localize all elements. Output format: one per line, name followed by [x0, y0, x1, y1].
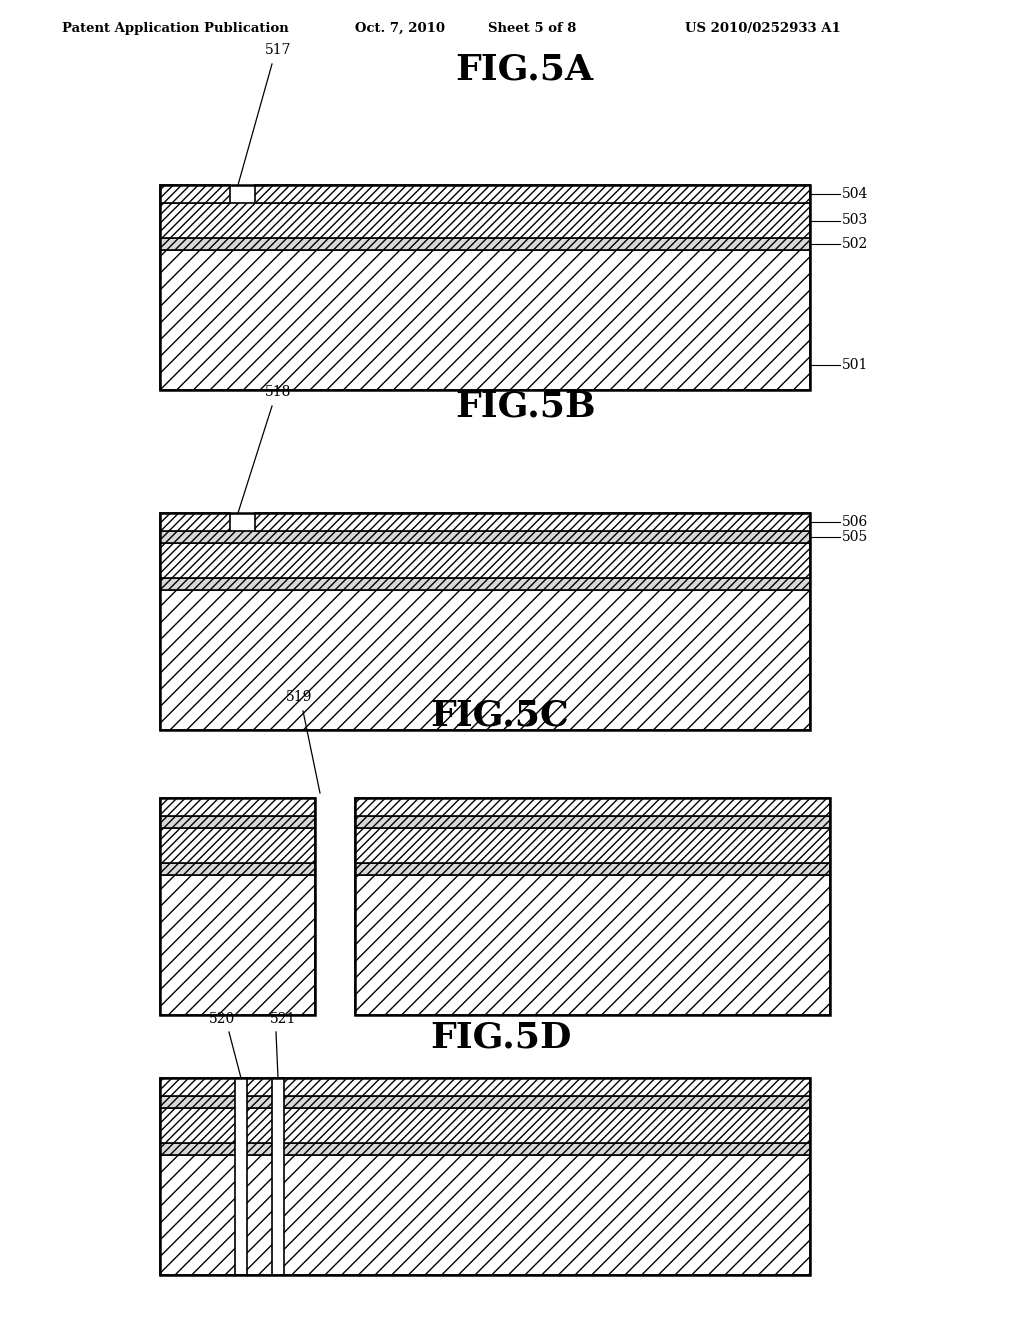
Bar: [255, 185, 810, 203]
Bar: [160, 1096, 810, 1107]
Bar: [160, 816, 315, 828]
Bar: [160, 1078, 810, 1275]
Text: 503: 503: [842, 214, 868, 227]
Text: FIG.5C: FIG.5C: [430, 698, 568, 733]
Bar: [160, 1078, 810, 1096]
Bar: [160, 185, 230, 203]
Text: 506: 506: [842, 515, 868, 529]
Bar: [355, 799, 830, 1015]
Bar: [160, 185, 810, 389]
Text: Patent Application Publication: Patent Application Publication: [62, 22, 289, 36]
Text: FIG.5D: FIG.5D: [430, 1020, 571, 1053]
Bar: [160, 799, 315, 816]
Text: Oct. 7, 2010: Oct. 7, 2010: [355, 22, 445, 36]
Bar: [160, 1107, 810, 1143]
Text: 502: 502: [842, 238, 868, 251]
Bar: [160, 590, 810, 730]
Bar: [234, 1078, 247, 1275]
Text: 520: 520: [209, 1012, 236, 1026]
Bar: [160, 1143, 810, 1155]
Bar: [160, 531, 810, 543]
Text: Sheet 5 of 8: Sheet 5 of 8: [488, 22, 577, 36]
Bar: [255, 513, 810, 531]
Bar: [160, 875, 315, 1015]
Text: 521: 521: [270, 1012, 296, 1026]
Bar: [160, 1155, 810, 1275]
Text: FIG.5A: FIG.5A: [455, 51, 593, 86]
Bar: [160, 513, 810, 730]
Bar: [272, 1078, 284, 1275]
Bar: [160, 249, 810, 389]
Bar: [355, 863, 830, 875]
Text: 501: 501: [842, 358, 868, 372]
Bar: [160, 799, 315, 1015]
Bar: [160, 203, 810, 238]
Text: US 2010/0252933 A1: US 2010/0252933 A1: [685, 22, 841, 36]
Bar: [355, 828, 830, 863]
Text: FIG.5B: FIG.5B: [455, 389, 596, 424]
Bar: [355, 799, 830, 816]
Bar: [160, 863, 315, 875]
Text: 518: 518: [265, 385, 292, 399]
Bar: [355, 875, 830, 1015]
Bar: [160, 513, 230, 531]
Text: 519: 519: [286, 690, 312, 704]
Bar: [160, 828, 315, 863]
Bar: [160, 238, 810, 249]
Text: 517: 517: [265, 44, 292, 57]
Bar: [160, 543, 810, 578]
Bar: [160, 578, 810, 590]
Text: 505: 505: [842, 531, 868, 544]
Bar: [355, 816, 830, 828]
Text: 504: 504: [842, 187, 868, 201]
